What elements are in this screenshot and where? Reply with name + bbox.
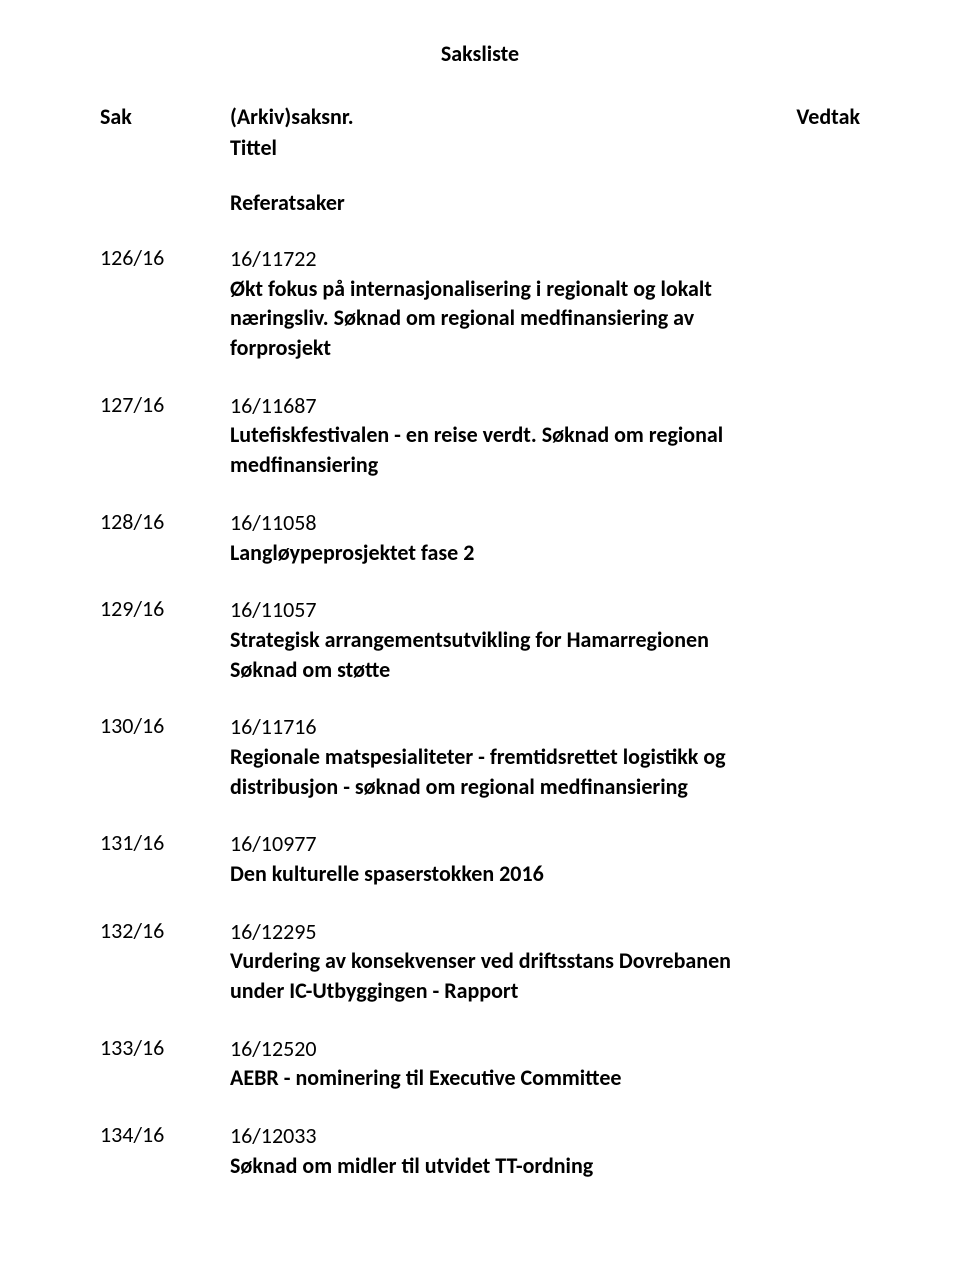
header-arkiv: (Arkiv)saksnr.	[230, 103, 770, 130]
sak-number: 134/16	[100, 1121, 230, 1180]
entry-title-line: medfinansiering	[230, 450, 860, 480]
entry-title-line: distribusjon - søknad om regional medfin…	[230, 772, 860, 802]
entry-row: 134/1616/12033Søknad om midler til utvid…	[100, 1121, 860, 1180]
arkiv-number: 16/11058	[230, 508, 860, 538]
entry-title-line: Vurdering av konsekvenser ved driftsstan…	[230, 946, 860, 976]
header-sak: Sak	[100, 103, 230, 130]
entries-container: 126/1616/11722Økt fokus på internasjonal…	[100, 244, 860, 1181]
arkiv-number: 16/11057	[230, 595, 860, 625]
arkiv-number: 16/11687	[230, 391, 860, 421]
entry-title-line: Økt fokus på internasjonalisering i regi…	[230, 274, 860, 304]
entry-body: 16/12033Søknad om midler til utvidet TT-…	[230, 1121, 860, 1180]
entry-row: 127/1616/11687Lutefiskfestivalen - en re…	[100, 391, 860, 480]
entry-body: 16/11058Langløypeprosjektet fase 2	[230, 508, 860, 567]
sak-number: 126/16	[100, 244, 230, 363]
arkiv-number: 16/11722	[230, 244, 860, 274]
arkiv-number: 16/12520	[230, 1034, 860, 1064]
entry-title-line: Regionale matspesialiteter - fremtidsret…	[230, 742, 860, 772]
entry-body: 16/11687Lutefiskfestivalen - en reise ve…	[230, 391, 860, 480]
entry-title-line: under IC-Utbyggingen - Rapport	[230, 976, 860, 1006]
page: Saksliste Sak (Arkiv)saksnr. Vedtak Titt…	[0, 0, 960, 1269]
header-spacer	[100, 134, 230, 161]
sak-number: 130/16	[100, 712, 230, 801]
entry-title-line: forprosjekt	[230, 333, 860, 363]
arkiv-number: 16/11716	[230, 712, 860, 742]
entry-body: 16/12520AEBR - nominering til Executive …	[230, 1034, 860, 1093]
entry-body: 16/12295Vurdering av konsekvenser ved dr…	[230, 917, 860, 1006]
referatsaker-label: Referatsaker	[230, 189, 860, 216]
page-title: Saksliste	[100, 40, 860, 67]
entry-body: 16/11722Økt fokus på internasjonaliserin…	[230, 244, 860, 363]
sak-number: 129/16	[100, 595, 230, 684]
entry-row: 132/1616/12295Vurdering av konsekvenser …	[100, 917, 860, 1006]
entry-row: 133/1616/12520AEBR - nominering til Exec…	[100, 1034, 860, 1093]
header-row: Sak (Arkiv)saksnr. Vedtak	[100, 103, 860, 130]
entry-title-line: Søknad om midler til utvidet TT-ordning	[230, 1151, 860, 1181]
referatsaker-row: Referatsaker	[100, 189, 860, 216]
sak-number: 131/16	[100, 829, 230, 888]
entry-row: 126/1616/11722Økt fokus på internasjonal…	[100, 244, 860, 363]
entry-title-line: Langløypeprosjektet fase 2	[230, 538, 860, 568]
header-tittel-row: Tittel	[100, 134, 860, 161]
header-tittel: Tittel	[230, 134, 860, 161]
sak-number: 132/16	[100, 917, 230, 1006]
arkiv-number: 16/12295	[230, 917, 860, 947]
entry-row: 128/1616/11058Langløypeprosjektet fase 2	[100, 508, 860, 567]
entry-row: 129/1616/11057Strategisk arrangementsutv…	[100, 595, 860, 684]
header-vedtak: Vedtak	[770, 103, 860, 130]
arkiv-number: 16/10977	[230, 829, 860, 859]
entry-title-line: Søknad om støtte	[230, 655, 860, 685]
entry-row: 131/1616/10977Den kulturelle spaserstokk…	[100, 829, 860, 888]
entry-row: 130/1616/11716Regionale matspesialiteter…	[100, 712, 860, 801]
entry-body: 16/11057Strategisk arrangementsutvikling…	[230, 595, 860, 684]
entry-body: 16/10977Den kulturelle spaserstokken 201…	[230, 829, 860, 888]
entry-title-line: næringsliv. Søknad om regional medfinans…	[230, 303, 860, 333]
entry-title-line: Lutefiskfestivalen - en reise verdt. Søk…	[230, 420, 860, 450]
entry-body: 16/11716Regionale matspesialiteter - fre…	[230, 712, 860, 801]
sak-number: 128/16	[100, 508, 230, 567]
entry-title-line: Strategisk arrangementsutvikling for Ham…	[230, 625, 860, 655]
sak-number: 133/16	[100, 1034, 230, 1093]
referat-spacer	[100, 189, 230, 216]
entry-title-line: AEBR - nominering til Executive Committe…	[230, 1063, 860, 1093]
arkiv-number: 16/12033	[230, 1121, 860, 1151]
entry-title-line: Den kulturelle spaserstokken 2016	[230, 859, 860, 889]
sak-number: 127/16	[100, 391, 230, 480]
